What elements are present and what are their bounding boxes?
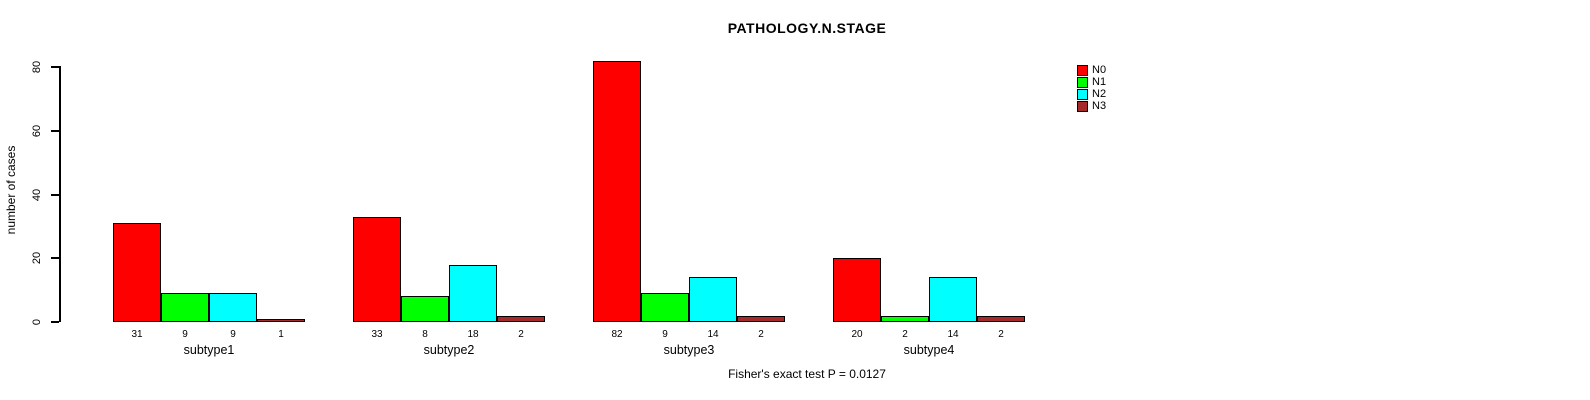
y-tick-label: 60 (31, 124, 43, 137)
legend-label: N3 (1092, 99, 1107, 112)
bar-value-label: 2 (902, 329, 908, 340)
y-axis-title: number of cases (4, 145, 18, 235)
bar-value-label: 1 (278, 329, 284, 340)
bar-n0-subtype2 (353, 217, 401, 322)
bar-n3-subtype2 (497, 316, 545, 322)
bar-n1-subtype1 (161, 293, 209, 322)
y-axis-line (59, 66, 61, 322)
category-label-subtype1: subtype1 (183, 343, 235, 357)
bar-value-label: 33 (371, 329, 383, 340)
legend-swatch-n0 (1077, 64, 1088, 76)
bar-value-label: 2 (758, 329, 764, 340)
legend-item-n0: N0 (1077, 64, 1106, 76)
legend-label: N2 (1092, 87, 1107, 100)
bar-n3-subtype4 (977, 316, 1025, 322)
bar-value-label: 9 (230, 329, 236, 340)
y-tick-label: 80 (31, 60, 43, 74)
legend-item-n1: N1 (1077, 76, 1106, 88)
legend-item-n2: N2 (1077, 88, 1106, 100)
y-axis-tick (51, 193, 59, 196)
legend-label: N1 (1092, 75, 1107, 88)
bar-value-label: 9 (662, 329, 668, 340)
legend: N0 N1 N2 N3 (1077, 64, 1106, 112)
fisher-test-annotation: Fisher's exact test P = 0.0127 (728, 367, 886, 381)
chart-title: PATHOLOGY.N.STAGE (727, 20, 887, 36)
bar-n0-subtype3 (593, 61, 641, 322)
bar-n0-subtype4 (833, 258, 881, 322)
category-label-subtype3: subtype3 (663, 343, 715, 357)
legend-item-n3: N3 (1077, 100, 1106, 112)
y-axis-tick (51, 129, 59, 132)
bar-n2-subtype4 (929, 277, 977, 322)
y-axis-tick (51, 321, 59, 323)
bar-value-label: 8 (422, 329, 428, 340)
legend-swatch-n3 (1077, 100, 1088, 112)
y-tick-label: 20 (31, 252, 43, 265)
bar-n1-subtype3 (641, 293, 689, 322)
y-axis-tick (51, 257, 59, 260)
y-tick-label: 40 (31, 188, 43, 201)
bar-n1-subtype4 (881, 316, 929, 322)
category-label-subtype2: subtype2 (423, 343, 475, 357)
bar-n3-subtype3 (737, 316, 785, 322)
legend-swatch-n2 (1077, 88, 1088, 100)
legend-swatch-n1 (1077, 76, 1088, 88)
bar-value-label: 82 (611, 329, 623, 340)
bar-value-label: 20 (851, 329, 863, 340)
y-axis-tick (51, 66, 59, 68)
bar-n0-subtype1 (113, 223, 161, 322)
bar-value-label: 18 (467, 329, 479, 340)
bar-n2-subtype3 (689, 277, 737, 322)
bar-value-label: 2 (998, 329, 1004, 340)
legend-label: N0 (1092, 63, 1107, 76)
bar-value-label: 31 (131, 329, 143, 340)
bar-n3-subtype1 (257, 319, 305, 322)
bar-value-label: 14 (947, 329, 959, 340)
bar-value-label: 14 (707, 329, 719, 340)
bar-value-label: 2 (518, 329, 524, 340)
category-label-subtype4: subtype4 (903, 343, 955, 357)
bar-value-label: 9 (182, 329, 188, 340)
bar-n2-subtype1 (209, 293, 257, 322)
y-tick-label: 0 (31, 318, 43, 326)
bar-n2-subtype2 (449, 265, 497, 322)
bar-n1-subtype2 (401, 296, 449, 322)
